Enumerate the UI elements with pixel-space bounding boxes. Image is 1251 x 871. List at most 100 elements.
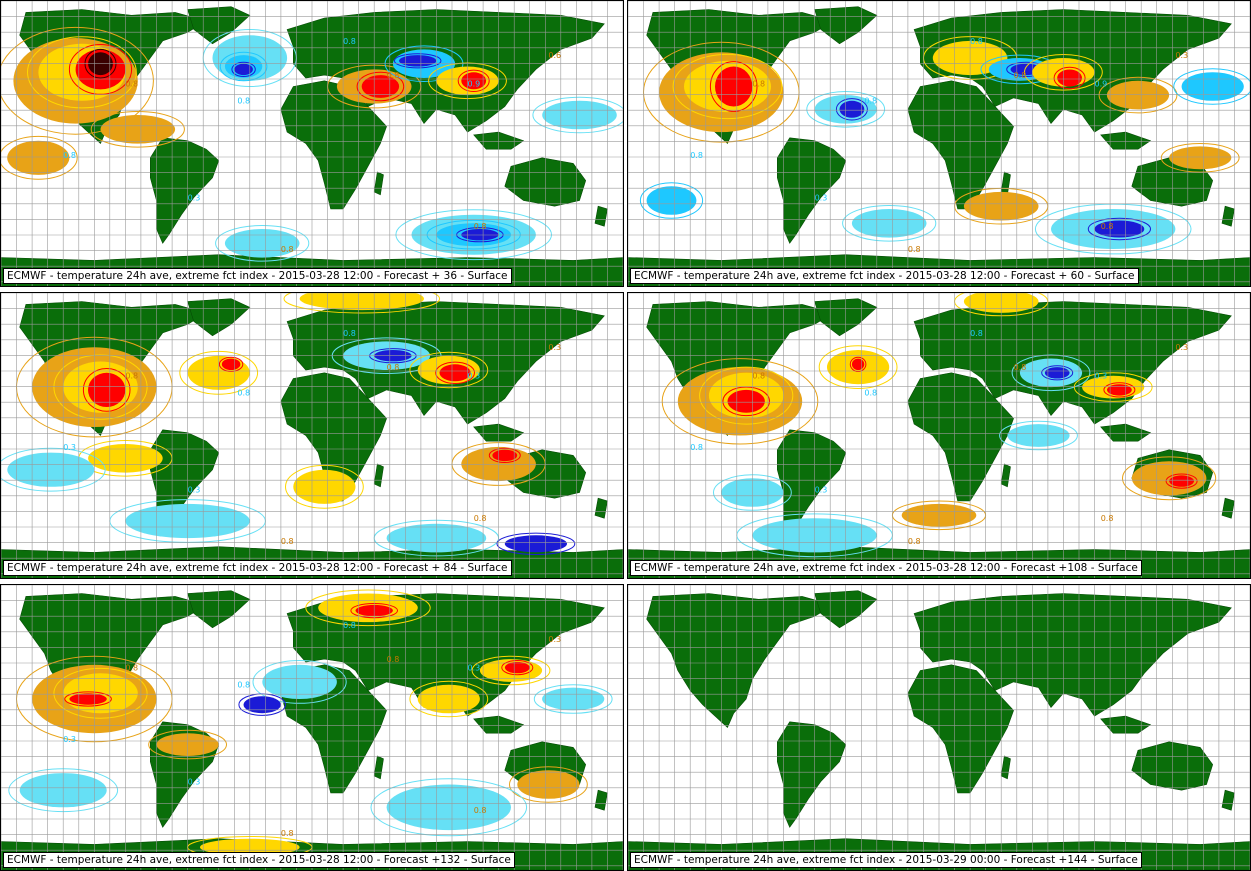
contour-line xyxy=(283,293,441,314)
contour-line xyxy=(849,356,867,372)
contour-line xyxy=(215,225,310,262)
landmass xyxy=(777,721,847,828)
contour-line xyxy=(1173,68,1250,105)
contour-line xyxy=(1,447,106,492)
landmass xyxy=(777,137,847,244)
forecast-map-panel: 0.8 0.8 0.8 0.3 0.8 0.8 0.8 0.8 0.3 0.3 ECMWF - te… xyxy=(627,292,1251,579)
landmass xyxy=(373,755,384,780)
contour-line xyxy=(496,532,576,556)
contour-value-label: 0.3 xyxy=(468,664,481,673)
landmass xyxy=(594,205,608,227)
warm-anomaly-area xyxy=(492,449,518,462)
landmass xyxy=(1000,755,1011,780)
contour-value-label: 0.3 xyxy=(548,343,561,352)
lat-lon-grid xyxy=(628,585,1250,870)
contour-value-label: 0.8 xyxy=(125,664,138,673)
contour-line xyxy=(356,71,405,102)
contour-line xyxy=(393,53,442,69)
warm-anomaly-area xyxy=(439,364,471,382)
landmass xyxy=(594,497,608,519)
cold-anomaly-area xyxy=(262,664,337,699)
world-map: 0.8 0.8 0.8 0.3 0.8 0.3 0.8 0.8 0.3 0.3 xyxy=(1,585,623,870)
contour-value-label: 0.8 xyxy=(752,372,765,381)
contour-line xyxy=(219,51,268,82)
contour-line xyxy=(818,345,898,389)
contour-line xyxy=(1,26,154,135)
contour-value-label: 0.8 xyxy=(1014,71,1027,80)
contour-line xyxy=(53,354,148,420)
contour-value-label: 0.8 xyxy=(237,681,250,690)
contour-line xyxy=(501,660,534,676)
forecast-map-panel: ECMWF - temperature 24h ave, extreme fct… xyxy=(627,584,1251,871)
contour-line xyxy=(231,61,256,78)
contour-value-label: 0.8 xyxy=(1101,222,1114,231)
contour-value-label: 0.8 xyxy=(970,37,983,46)
contour-line xyxy=(1160,143,1240,173)
lat-lon-grid xyxy=(1,585,623,870)
cold-anomaly-area xyxy=(542,100,617,130)
warm-anomaly-area xyxy=(517,770,580,799)
contour-line xyxy=(1053,66,1086,90)
warm-anomaly-area xyxy=(69,693,107,705)
contour-line xyxy=(64,691,112,707)
cold-anomaly-area xyxy=(7,452,95,487)
cold-anomaly-area xyxy=(542,687,605,711)
contour-value-label: 0.3 xyxy=(63,443,76,452)
contour-value-label: 0.3 xyxy=(188,194,201,203)
forecast-map-panel: 0.8 0.8 0.8 0.3 0.8 0.3 0.8 0.8 0.3 0.3 ECMWF - te… xyxy=(0,584,624,871)
contour-value-label: 0.8 xyxy=(908,537,921,546)
contour-line xyxy=(331,337,442,374)
cold-anomaly-area xyxy=(1181,72,1244,101)
contour-line xyxy=(369,348,417,364)
cold-anomaly-area xyxy=(646,186,697,215)
landmass xyxy=(373,171,384,196)
contour-value-label: 0.3 xyxy=(468,372,481,381)
contour-line xyxy=(1073,372,1153,402)
warm-anomaly-area xyxy=(1107,384,1132,396)
contour-line xyxy=(532,96,623,134)
contour-line xyxy=(533,684,613,714)
contour-line xyxy=(1041,365,1074,381)
warm-anomaly-area xyxy=(7,140,70,175)
warm-anomaly-area xyxy=(1057,69,1082,87)
warm-anomaly-area xyxy=(417,684,480,714)
warm-anomaly-area xyxy=(221,358,241,370)
contour-line xyxy=(509,766,588,803)
cold-anomaly-area xyxy=(374,350,412,362)
warm-anomaly-area xyxy=(1106,80,1170,110)
contour-value-label: 0.3 xyxy=(815,194,828,203)
lat-lon-grid xyxy=(1,1,623,286)
contour-value-label: 0.6 xyxy=(548,51,561,60)
warm-anomaly-area xyxy=(504,661,530,674)
landmass xyxy=(373,463,384,488)
warm-anomaly-area xyxy=(88,372,126,407)
cold-anomaly-area xyxy=(399,55,437,67)
landmass xyxy=(150,137,220,244)
warm-anomaly-area xyxy=(1169,475,1194,487)
contour-line xyxy=(305,589,431,627)
panel-caption: ECMWF - temperature 24h ave, extreme fct… xyxy=(630,560,1142,576)
contour-value-label: 0.8 xyxy=(970,329,983,338)
contour-line xyxy=(252,660,347,704)
contour-value-label: 0.8 xyxy=(237,97,250,106)
cold-anomaly-area xyxy=(1044,367,1070,379)
contour-line xyxy=(1121,456,1217,501)
contour-line xyxy=(435,361,476,385)
contour-value-label: 0.8 xyxy=(752,80,765,89)
contour-line xyxy=(709,61,758,112)
contour-line xyxy=(471,655,551,686)
cold-anomaly-area xyxy=(839,100,865,118)
panel-caption: ECMWF - temperature 24h ave, extreme fct… xyxy=(3,852,515,868)
warm-anomaly-area xyxy=(299,293,424,311)
contour-value-label: 0.3 xyxy=(548,635,561,644)
contour-line xyxy=(1165,473,1198,489)
world-map: 0.8 0.8 0.8 0.3 0.8 0.8 0.8 0.8 0.3 0.3 xyxy=(628,293,1250,578)
contour-value-label: 0.9 xyxy=(468,80,481,89)
contour-value-label: 0.3 xyxy=(815,486,828,495)
contour-line xyxy=(409,680,489,718)
lat-lon-grid xyxy=(628,1,1250,286)
landmass xyxy=(1000,463,1011,488)
contour-value-label: 0.8 xyxy=(908,245,921,254)
contour-line xyxy=(218,356,244,372)
contour-value-label: 0.8 xyxy=(125,80,138,89)
